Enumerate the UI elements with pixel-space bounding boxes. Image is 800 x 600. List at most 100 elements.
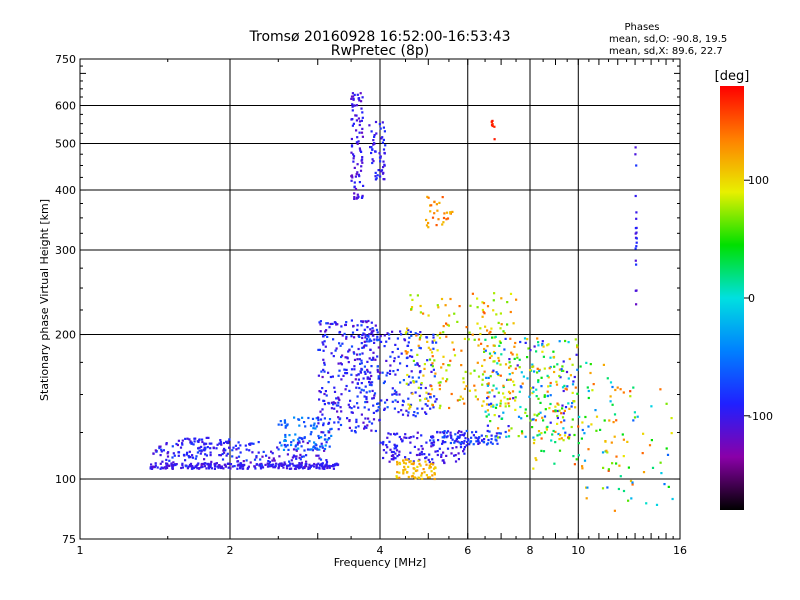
data-point [396, 368, 399, 372]
data-point [396, 471, 399, 474]
data-point [428, 358, 432, 361]
data-point [476, 361, 479, 364]
data-point [415, 453, 419, 457]
data-point [568, 357, 571, 361]
data-point [504, 363, 508, 366]
data-point [502, 392, 505, 395]
data-point [558, 374, 561, 378]
data-point [404, 350, 407, 353]
data-point [426, 476, 430, 479]
data-point [335, 323, 338, 326]
data-point [505, 435, 508, 438]
data-point [384, 401, 387, 404]
data-point [156, 466, 159, 469]
data-point [381, 141, 384, 144]
data-point [554, 405, 557, 408]
data-point [432, 347, 435, 350]
data-point [357, 425, 360, 428]
data-point [427, 221, 430, 225]
data-point [365, 426, 368, 429]
data-point [227, 440, 230, 443]
data-point [393, 392, 396, 395]
data-point [376, 365, 379, 368]
data-point [378, 152, 381, 155]
data-point [376, 370, 379, 373]
data-point [401, 404, 404, 407]
data-point [405, 352, 408, 355]
data-point [358, 99, 361, 102]
data-point [318, 436, 321, 440]
data-point [390, 450, 393, 454]
data-point [435, 224, 438, 227]
data-point [334, 349, 337, 352]
data-point [458, 430, 461, 433]
data-point [523, 337, 527, 340]
data-point [432, 463, 435, 466]
data-point [235, 456, 238, 459]
data-point [329, 375, 332, 379]
data-point [209, 447, 212, 450]
data-point [380, 137, 383, 140]
data-point [565, 388, 568, 391]
data-point [368, 357, 371, 360]
data-point [529, 419, 532, 422]
data-point [434, 466, 437, 469]
data-point [402, 379, 405, 382]
data-point [307, 467, 310, 470]
data-point [353, 358, 357, 361]
data-point [312, 427, 315, 430]
data-point [393, 389, 397, 392]
data-point [229, 467, 232, 470]
data-point [300, 461, 303, 464]
data-point [404, 462, 407, 465]
data-point [369, 348, 372, 351]
data-point [360, 362, 363, 365]
data-point [370, 146, 373, 149]
data-point [398, 450, 401, 453]
data-point [427, 346, 430, 349]
data-point [277, 463, 280, 466]
data-point [352, 97, 355, 100]
data-point [321, 462, 324, 466]
data-point [258, 463, 261, 466]
data-point [487, 413, 490, 416]
data-point [412, 359, 415, 362]
data-point [486, 424, 489, 427]
data-point [311, 449, 314, 452]
data-point [430, 445, 433, 448]
data-point [317, 374, 320, 377]
data-point [622, 391, 625, 394]
data-point [362, 377, 365, 380]
data-point [314, 443, 317, 446]
data-point [363, 333, 366, 336]
data-point [381, 172, 385, 175]
data-point [518, 358, 521, 361]
data-point [576, 368, 579, 371]
data-point [495, 387, 498, 390]
data-point [279, 462, 282, 465]
data-point [373, 394, 376, 397]
data-point [432, 441, 436, 444]
data-point [221, 458, 225, 461]
y-tick-label: 600 [55, 100, 76, 113]
data-point [362, 184, 365, 187]
data-point [392, 370, 395, 373]
data-point [295, 457, 298, 460]
data-point [456, 440, 459, 443]
data-point [540, 449, 543, 452]
data-point [418, 476, 421, 480]
data-point [460, 430, 463, 433]
data-point [433, 375, 436, 378]
data-point [540, 376, 543, 379]
data-point [310, 431, 313, 434]
data-point [642, 432, 645, 435]
data-point [248, 443, 251, 446]
data-point [437, 439, 440, 442]
data-point [612, 421, 615, 424]
data-point [535, 458, 538, 462]
data-point [297, 447, 300, 450]
data-point [479, 327, 482, 330]
data-point [416, 353, 419, 356]
data-point [168, 459, 171, 462]
data-point [394, 457, 397, 460]
